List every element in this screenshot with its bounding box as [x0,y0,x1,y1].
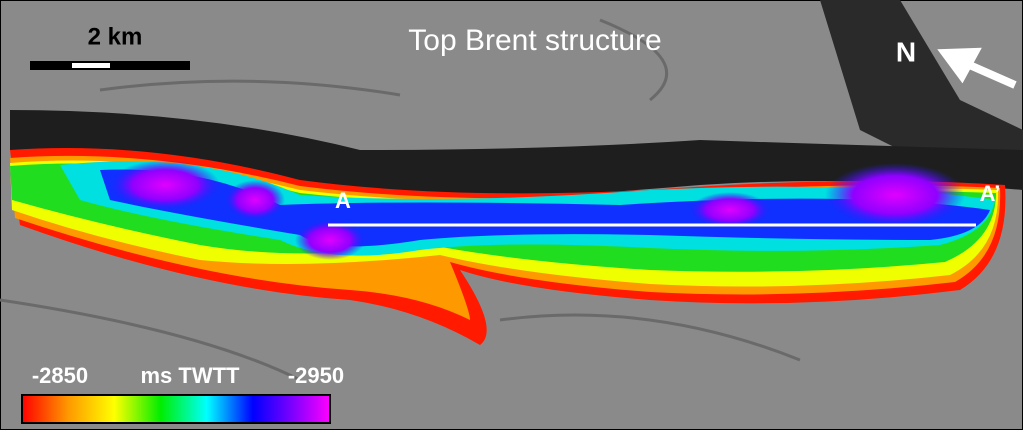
map: A A’ Top Brent structure 2 km N -2850 ms… [0,0,1023,430]
section-end-label: A’ [980,181,1001,206]
color-bar [22,395,330,423]
legend-unit: ms TWTT [141,363,241,388]
legend-max-label: -2950 [288,363,344,388]
scale-bar-segment [72,63,110,68]
low-closure [110,160,220,210]
low-closure [225,180,285,220]
north-label: N [896,36,916,67]
legend-min-label: -2850 [32,363,88,388]
scale-label: 2 km [88,23,143,50]
low-closure [690,192,770,228]
map-title: Top Brent structure [408,24,661,57]
section-start-label: A [335,188,351,213]
low-closure [825,163,965,227]
